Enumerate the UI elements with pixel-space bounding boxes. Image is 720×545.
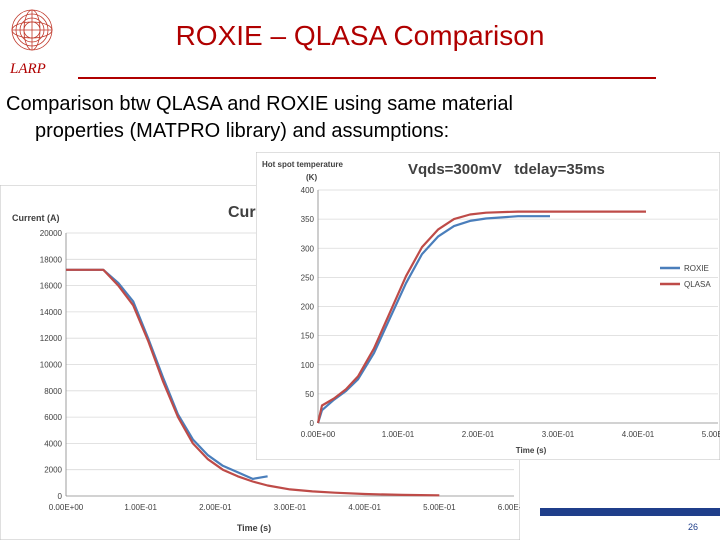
subtitle-line-1: Comparison btw QLASA and ROXIE using sam…	[6, 93, 513, 115]
cur-y-tick-label: 8000	[44, 387, 62, 396]
legend-label-roxie: ROXIE	[684, 264, 709, 273]
larp-logo: LARP	[6, 6, 58, 78]
cur-x-tick-label: 6.00E-01	[498, 503, 520, 512]
hot-spot-chart: Hot spot temperature (K) Vqds=300mV tdel…	[255, 151, 720, 461]
cur-x-tick-label: 0.00E+00	[49, 503, 84, 512]
cur-x-tick-label: 1.00E-01	[124, 503, 157, 512]
hot-x-tick-label: 0.00E+00	[301, 430, 336, 439]
svg-text:LARP: LARP	[9, 61, 46, 77]
hot-y-tick-label: 400	[301, 186, 315, 195]
slide-footer: 26	[520, 508, 720, 540]
cur-y-tick-label: 20000	[40, 229, 63, 238]
hot-y-tick-label: 150	[301, 332, 315, 341]
slide-subtitle: Comparison btw QLASA and ROXIE using sam…	[6, 91, 706, 145]
current-chart-ylabel: Current (A)	[12, 213, 60, 223]
hot-chart-title: Vqds=300mV tdelay=35ms	[408, 161, 605, 178]
cur-x-tick-label: 5.00E-01	[423, 503, 456, 512]
legend-label-qlasa: QLASA	[684, 280, 711, 289]
hot-series-line-2	[316, 210, 646, 424]
cur-y-tick-label: 16000	[40, 282, 63, 291]
cur-y-tick-label: 2000	[44, 466, 62, 475]
hot-chart-ylabel-line2: (K)	[306, 173, 317, 182]
hot-chart-ylabel-line1: Hot spot temperature	[262, 160, 343, 169]
cur-y-tick-label: 14000	[40, 308, 63, 317]
hot-x-tick-label: 2.00E-01	[462, 430, 495, 439]
cur-y-tick-label: 10000	[40, 361, 63, 370]
hot-chart-xlabel: Time (s)	[516, 446, 547, 455]
cur-x-tick-label: 2.00E-01	[199, 503, 232, 512]
slide-title: ROXIE – QLASA Comparison	[175, 20, 545, 51]
subtitle-line-2: properties (MATPRO library) and assumpti…	[35, 120, 450, 142]
current-chart-title: Cur	[228, 204, 256, 221]
hot-y-tick-label: 50	[305, 390, 314, 399]
cur-y-tick-label: 6000	[44, 413, 62, 422]
footer-bar	[540, 508, 720, 516]
hot-series-line-1	[316, 215, 550, 424]
title-rule	[78, 77, 656, 79]
hot-x-tick-label: 1.00E-01	[382, 430, 415, 439]
hot-y-tick-label: 250	[301, 273, 315, 282]
cur-y-tick-label: 4000	[44, 439, 62, 448]
hot-x-tick-label: 4.00E-01	[622, 430, 655, 439]
cur-y-tick-label: 0	[58, 492, 63, 501]
hot-y-tick-label: 350	[301, 215, 315, 224]
hot-x-tick-label: 5.00E-01	[702, 430, 720, 439]
hot-y-tick-label: 0	[310, 419, 315, 428]
hot-x-tick-label: 3.00E-01	[542, 430, 575, 439]
cur-x-tick-label: 3.00E-01	[274, 503, 307, 512]
cur-y-tick-label: 18000	[40, 255, 63, 264]
cur-x-tick-label: 4.00E-01	[348, 503, 381, 512]
current-chart-xlabel: Time (s)	[237, 523, 271, 533]
cur-series-line-2	[66, 268, 440, 497]
hot-y-tick-label: 200	[301, 303, 315, 312]
page-number: 26	[687, 522, 698, 532]
hot-y-tick-label: 100	[301, 361, 315, 370]
hot-y-tick-label: 300	[301, 244, 315, 253]
cur-y-tick-label: 12000	[40, 334, 63, 343]
